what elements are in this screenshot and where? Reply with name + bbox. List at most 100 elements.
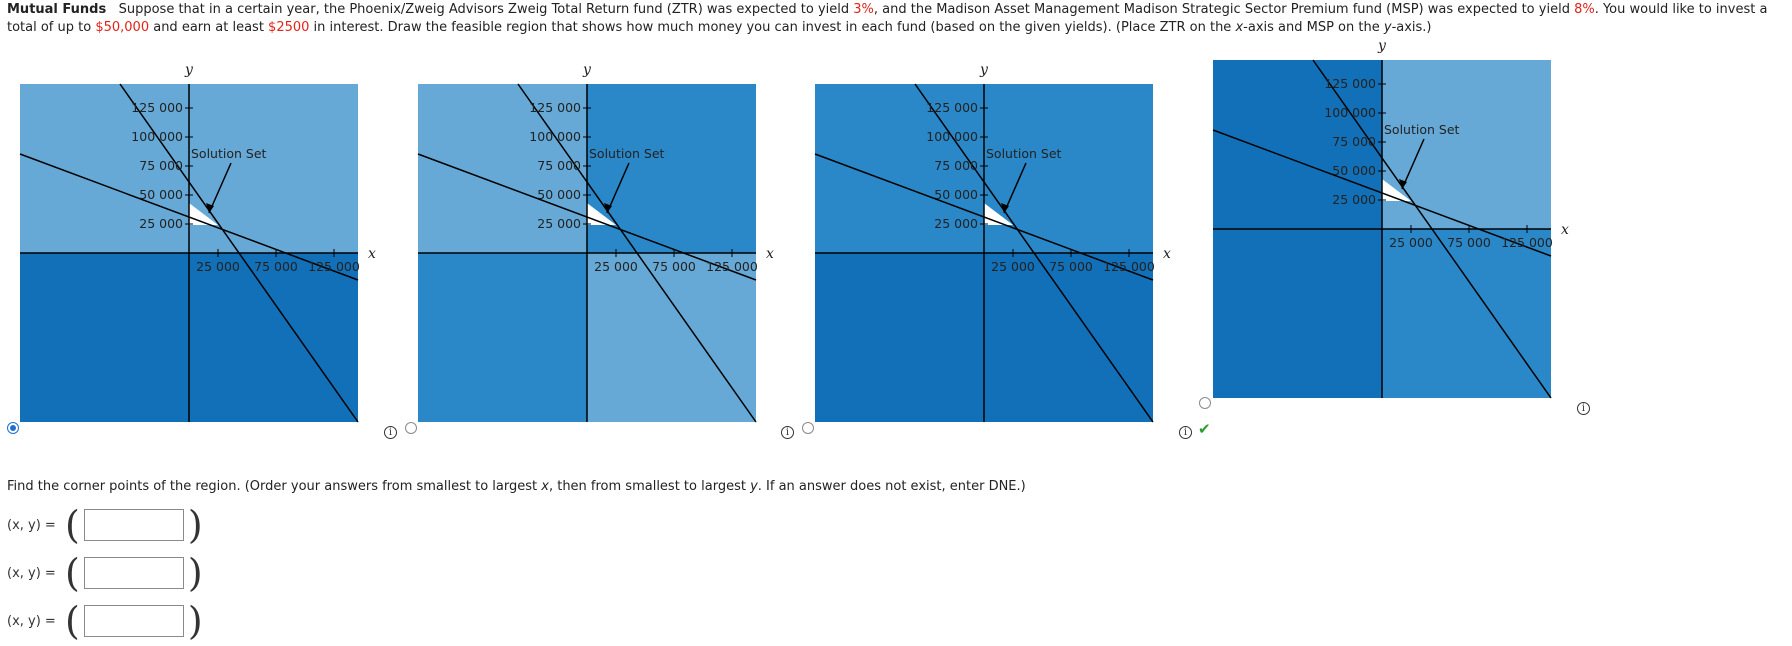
y-tick-label: 25 000 xyxy=(934,216,978,231)
x-tick-label: 25 000 xyxy=(594,259,638,274)
region-lower-right xyxy=(587,253,756,422)
radio-option-4[interactable] xyxy=(1199,397,1211,409)
x-tick-label: 25 000 xyxy=(196,259,240,274)
y-tick-label: 125 000 xyxy=(926,100,978,115)
x-tick-label: 125 000 xyxy=(1501,235,1553,250)
y-tick-label: 25 000 xyxy=(139,216,183,231)
graph-option-1[interactable]: 125 000 100 000 75 000 50 000 25 000 25 000 75… xyxy=(19,62,376,423)
yield-msp: 8% xyxy=(1574,2,1595,17)
x-axis-label: x xyxy=(1163,246,1171,262)
radio-option-2[interactable] xyxy=(405,422,417,434)
interest-amount: $2500 xyxy=(268,20,310,35)
problem-title: Mutual Funds xyxy=(7,2,107,17)
arrow-head xyxy=(1001,203,1009,213)
instruction-text-2: , then from smallest to largest xyxy=(548,479,751,494)
x-axis-label: x xyxy=(766,246,774,262)
y-tick-label: 100 000 xyxy=(926,129,978,144)
y-tick-label: 125 000 xyxy=(529,100,581,115)
arrow-head xyxy=(1399,179,1407,189)
y-tick-label: 25 000 xyxy=(537,216,581,231)
x-tick-label: 25 000 xyxy=(1389,235,1433,250)
solution-set-arrow xyxy=(1401,138,1425,190)
graph-option-2[interactable]: 125 000 100 000 75 000 50 000 25 000 25 000 75… xyxy=(417,62,774,423)
answer-label: (x, y) = xyxy=(7,613,56,629)
info-icon[interactable]: i xyxy=(1577,402,1590,415)
graph-svg: 125 000 100 000 75 000 50 000 25 000 25 000 75… xyxy=(19,62,376,423)
radio-option-1[interactable] xyxy=(7,422,19,434)
open-paren: ( xyxy=(65,503,80,547)
problem-text-1: Suppose that in a certain year, the Phoe… xyxy=(118,2,854,17)
corner-points-instruction: Find the corner points of the region. (O… xyxy=(7,479,1026,494)
solution-set-label: Solution Set xyxy=(1384,122,1460,137)
corner-point-input-2[interactable] xyxy=(83,557,184,589)
region-upper-left xyxy=(418,84,587,253)
y-tick-label: 50 000 xyxy=(139,187,183,202)
answer-row: (x, y) = ( ) xyxy=(7,505,203,545)
y-tick-label: 50 000 xyxy=(1332,163,1376,178)
checkmark-icon: ✔ xyxy=(1198,420,1211,438)
y-tick-label: 125 000 xyxy=(1324,76,1376,91)
y-tick-label: 75 000 xyxy=(1332,134,1376,149)
graph-svg: 125 000 100 000 75 000 50 000 25 000 25 000 75… xyxy=(417,62,774,423)
open-paren: ( xyxy=(65,599,80,643)
x-tick-label: 125 000 xyxy=(1103,259,1155,274)
close-paren: ) xyxy=(187,503,203,547)
y-axis-label: y xyxy=(184,62,194,78)
x-tick-label: 25 000 xyxy=(991,259,1035,274)
graph-option-4[interactable]: 125 000 100 000 75 000 50 000 25 000 25 000 75… xyxy=(1212,38,1569,399)
x-tick-label: 125 000 xyxy=(308,259,360,274)
radio-option-3[interactable] xyxy=(802,422,814,434)
problem-text-3: . You would like to invest a total of up… xyxy=(7,2,1768,35)
solution-set-arrow xyxy=(208,162,232,214)
region-upper-left xyxy=(815,84,984,253)
y-tick-label: 75 000 xyxy=(537,158,581,173)
problem-text-4: and earn at least xyxy=(149,20,269,35)
region-lower-right xyxy=(189,253,358,422)
corner-point-input-1[interactable] xyxy=(83,509,184,541)
y-var: y xyxy=(1383,20,1392,35)
close-paren: ) xyxy=(187,599,203,643)
problem-text-2: , and the Madison Asset Management Madis… xyxy=(873,2,1575,17)
info-icon[interactable]: i xyxy=(384,426,397,439)
solution-set-label: Solution Set xyxy=(589,146,665,161)
graph-option-3[interactable]: 125 000 100 000 75 000 50 000 25 000 25 000 75… xyxy=(814,62,1171,423)
instruction-y-var: y xyxy=(750,479,758,494)
y-tick-label: 75 000 xyxy=(934,158,978,173)
info-icon[interactable]: i xyxy=(1179,426,1192,439)
region-lower-right xyxy=(1382,229,1551,398)
close-paren: ) xyxy=(187,551,203,595)
x-axis-label: x xyxy=(1561,222,1569,238)
y-tick-label: 100 000 xyxy=(1324,105,1376,120)
yield-ztr: 3% xyxy=(853,2,874,17)
y-tick-label: 125 000 xyxy=(131,100,183,115)
x-tick-label: 75 000 xyxy=(254,259,298,274)
region-upper-right xyxy=(189,84,358,253)
instruction-text-3: . If an answer does not exist, enter DNE… xyxy=(757,479,1026,494)
x-tick-label: 125 000 xyxy=(706,259,758,274)
region-lower-left xyxy=(815,253,984,422)
solution-set-arrow xyxy=(1003,162,1027,214)
instruction-x-var: x xyxy=(541,479,549,494)
arrow-head xyxy=(604,203,612,213)
y-axis-label: y xyxy=(1377,38,1387,54)
region-upper-left xyxy=(20,84,189,253)
y-tick-label: 75 000 xyxy=(139,158,183,173)
region-upper-right xyxy=(1382,60,1551,229)
x-tick-label: 75 000 xyxy=(1049,259,1093,274)
solution-set-label: Solution Set xyxy=(191,146,267,161)
solution-set-label: Solution Set xyxy=(986,146,1062,161)
info-icon[interactable]: i xyxy=(781,426,794,439)
region-upper-left xyxy=(1213,60,1382,229)
problem-text-6: -axis and MSP on the xyxy=(1243,20,1384,35)
y-tick-label: 100 000 xyxy=(131,129,183,144)
open-paren: ( xyxy=(65,551,80,595)
graph-svg: 125 000 100 000 75 000 50 000 25 000 25 000 75… xyxy=(1212,38,1569,399)
corner-point-input-3[interactable] xyxy=(83,605,184,637)
answer-row: (x, y) = ( ) xyxy=(7,553,203,593)
problem-text-7: -axis.) xyxy=(1391,20,1432,35)
graph-svg: 125 000 100 000 75 000 50 000 25 000 25 000 75… xyxy=(814,62,1171,423)
answer-label: (x, y) = xyxy=(7,517,56,533)
problem-text-5: in interest. Draw the feasible region th… xyxy=(309,20,1236,35)
problem-statement: Mutual Funds Suppose that in a certain y… xyxy=(7,1,1782,37)
y-axis-label: y xyxy=(582,62,592,78)
